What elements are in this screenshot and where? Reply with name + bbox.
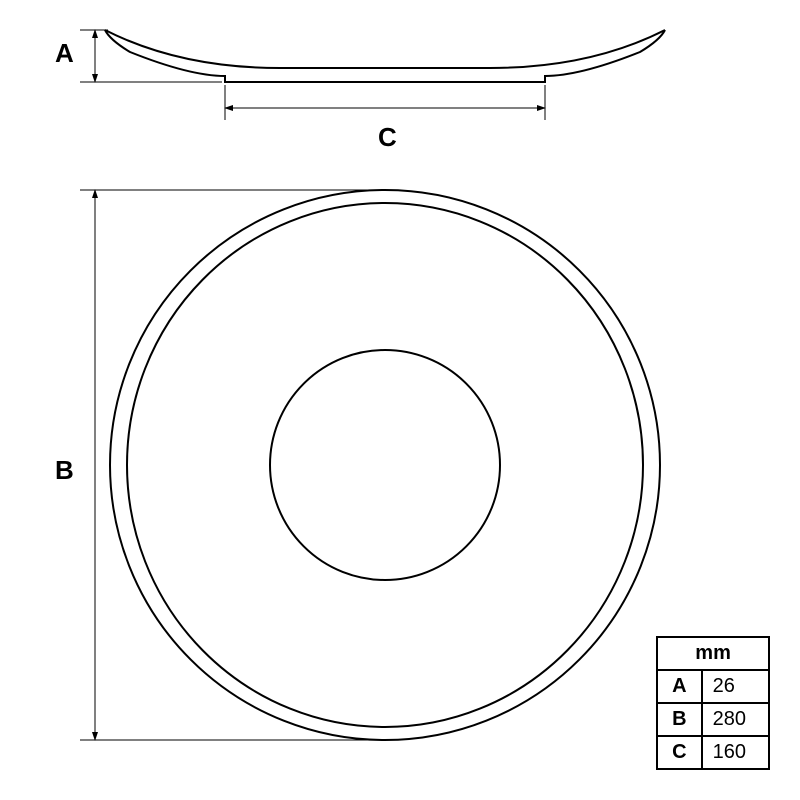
row-c-label: C bbox=[657, 736, 701, 769]
dimension-b bbox=[80, 190, 385, 740]
row-c-value: 160 bbox=[702, 736, 769, 769]
label-c: C bbox=[378, 122, 397, 153]
diagram-container: A C B mm A 26 B 280 C 160 bbox=[0, 0, 800, 800]
dimension-c bbox=[225, 85, 545, 120]
table-row: A 26 bbox=[657, 670, 769, 703]
row-a-value: 26 bbox=[702, 670, 769, 703]
row-a-label: A bbox=[657, 670, 701, 703]
label-b: B bbox=[55, 455, 74, 486]
table-row: B 280 bbox=[657, 703, 769, 736]
dimension-table: mm A 26 B 280 C 160 bbox=[656, 636, 770, 770]
unit-header: mm bbox=[657, 637, 769, 670]
row-b-value: 280 bbox=[702, 703, 769, 736]
label-a: A bbox=[55, 38, 74, 69]
top-view bbox=[110, 190, 660, 740]
side-view bbox=[105, 30, 665, 82]
table-row: C 160 bbox=[657, 736, 769, 769]
row-b-label: B bbox=[657, 703, 701, 736]
